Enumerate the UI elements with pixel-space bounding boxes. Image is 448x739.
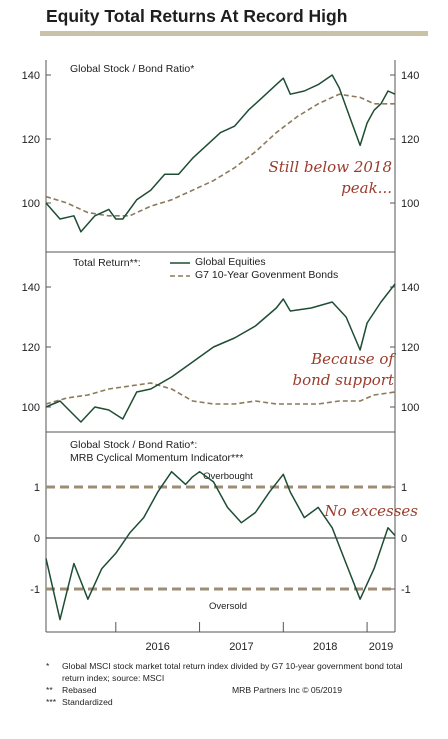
y-tick-label-right: -1: [401, 584, 411, 596]
chart-title: Equity Total Returns At Record High: [46, 6, 348, 26]
annotation-bond-support: Because of bond support: [292, 350, 394, 389]
y-tick-label-right: 100: [401, 402, 419, 414]
panel-3-subtitle: MRB Cyclical Momentum Indicator***: [70, 452, 244, 464]
series-line-solid-panel-2: [45, 283, 396, 423]
y-tick-label-left: 100: [22, 198, 40, 210]
panel-3-title: Global Stock / Bond Ratio*:: [70, 439, 198, 451]
y-tick-label-right: 0: [401, 533, 407, 545]
y-tick-label-left: 1: [34, 482, 40, 494]
annotation-no-excesses: No excesses: [324, 502, 418, 520]
series-line-dashed-panel-2: [45, 382, 396, 405]
y-tick-label-left: -1: [30, 584, 40, 596]
annotation-still-below: Still below 2018 peak...: [268, 158, 392, 197]
y-tick-label-left: 100: [22, 402, 40, 414]
y-tick-label-left: 140: [22, 282, 40, 294]
x-tick-label-2018: 2018: [313, 641, 337, 653]
legend-label-g7-bonds: G7 10-Year Govenment Bonds: [195, 269, 339, 281]
y-tick-label-right: 140: [401, 70, 419, 82]
footnote-2-text: Rebased: [62, 685, 97, 695]
series-line-solid-panel-1: [45, 74, 396, 233]
y-tick-label-right: 1: [401, 482, 407, 494]
x-tick-label-2016: 2016: [145, 641, 169, 653]
footnote-3-text: Standardized: [62, 697, 113, 707]
band-label-overbought: Overbought: [203, 471, 253, 482]
series-line-solid-panel-3: [45, 470, 396, 621]
y-tick-label-right: 120: [401, 342, 419, 354]
y-tick-label-left: 0: [34, 533, 40, 545]
footnote-1-text: Global MSCI stock market total return in…: [62, 661, 403, 683]
source-credit: MRB Partners Inc © 05/2019: [232, 685, 342, 695]
legend-label-global-equities: Global Equities: [195, 256, 266, 268]
x-tick-label-2017: 2017: [229, 641, 253, 653]
y-tick-label-right: 100: [401, 198, 419, 210]
y-tick-label-left: 120: [22, 134, 40, 146]
footnote-1-mark: *: [46, 661, 50, 671]
footnote-3-mark: ***: [46, 697, 57, 707]
panel-1-title: Global Stock / Bond Ratio*: [70, 63, 195, 75]
footnote-2-mark: **: [46, 685, 53, 695]
y-tick-label-right: 120: [401, 134, 419, 146]
x-tick-label-2019: 2019: [369, 641, 393, 653]
band-label-oversold: Oversold: [209, 601, 247, 612]
y-tick-label-right: 140: [401, 282, 419, 294]
y-tick-label-left: 140: [22, 70, 40, 82]
title-rule: [40, 31, 428, 36]
panel-2-title: Total Return**:: [73, 257, 141, 269]
y-tick-label-left: 120: [22, 342, 40, 354]
